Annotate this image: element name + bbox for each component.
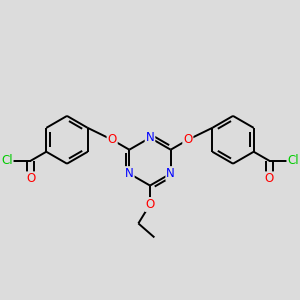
Text: Cl: Cl bbox=[287, 154, 299, 167]
Text: N: N bbox=[146, 131, 154, 144]
Text: O: O bbox=[107, 133, 117, 146]
Text: O: O bbox=[183, 133, 193, 146]
Text: O: O bbox=[146, 198, 154, 211]
Text: N: N bbox=[166, 167, 175, 180]
Text: Cl: Cl bbox=[1, 154, 13, 167]
Text: O: O bbox=[265, 172, 274, 185]
Text: O: O bbox=[26, 172, 35, 185]
Text: N: N bbox=[125, 167, 134, 180]
